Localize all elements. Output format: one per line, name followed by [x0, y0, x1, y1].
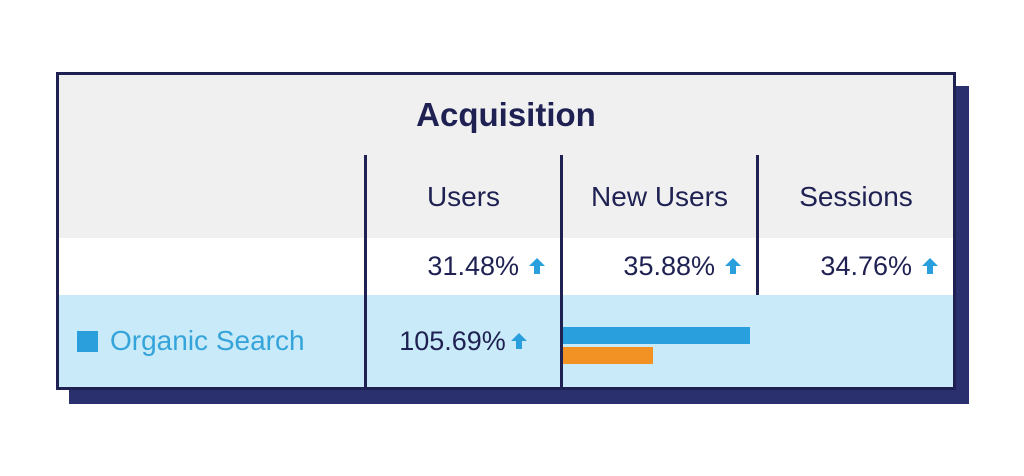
totals-empty-cell — [59, 238, 367, 295]
column-header-users: Users — [367, 155, 563, 238]
acquisition-table: Acquisition Users New Users Sessions 31.… — [56, 72, 956, 390]
users-total-cell: 31.48% — [367, 238, 563, 295]
blue-bar — [563, 327, 751, 344]
organic-users-cell: 105.69% — [367, 295, 563, 387]
table-title-row: Acquisition — [59, 75, 953, 158]
arrow-up-icon — [921, 251, 939, 282]
arrow-up-icon — [724, 251, 742, 282]
header-empty-cell — [59, 155, 367, 238]
arrow-up-icon — [510, 326, 528, 357]
channel-label: Organic Search — [110, 325, 305, 356]
orange-bar — [563, 347, 653, 364]
table-title: Acquisition — [416, 96, 596, 133]
organic-users-value: 105.69% — [399, 325, 506, 356]
table-row: Organic Search 105.69% — [59, 295, 953, 387]
users-total-value: 31.48% — [427, 251, 519, 281]
sessions-total-cell: 34.76% — [759, 238, 953, 295]
bar-chart-cell — [563, 295, 953, 387]
new-users-total-value: 35.88% — [623, 251, 715, 281]
sessions-total-value: 34.76% — [820, 251, 912, 281]
channel-label-cell: Organic Search — [59, 295, 367, 387]
arrow-up-icon — [528, 251, 546, 282]
new-users-total-cell: 35.88% — [563, 238, 759, 295]
square-legend-icon — [77, 330, 98, 352]
column-header-row: Users New Users Sessions — [59, 155, 953, 241]
column-header-sessions: Sessions — [799, 180, 913, 212]
column-header-new-users: New Users — [563, 155, 759, 238]
totals-row: 31.48% 35.88% 34.76% — [59, 238, 953, 298]
